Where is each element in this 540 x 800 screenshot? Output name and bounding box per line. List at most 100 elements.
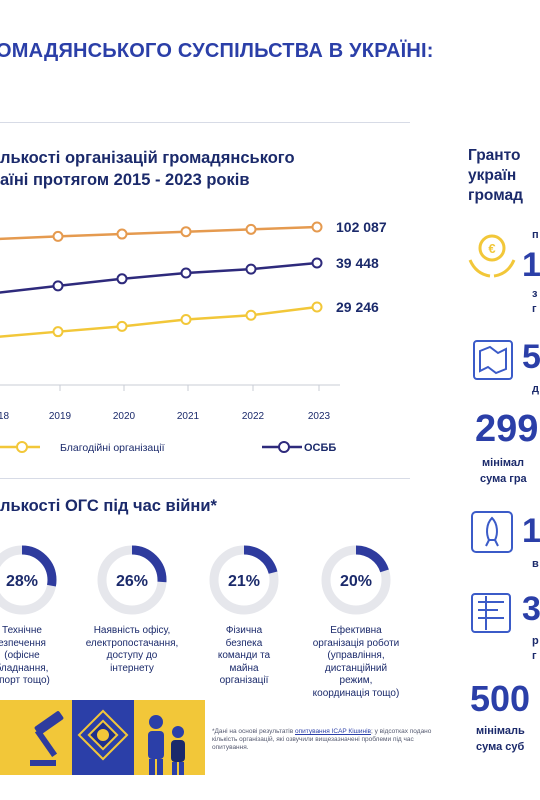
banner-illustration: [0, 700, 205, 775]
ring-caption: Технічнеезпечення(офіснебладнання,спорт …: [0, 625, 77, 688]
x-tick-label: 2019: [49, 411, 72, 422]
ring-caption-line: електропостачання,: [85, 637, 179, 649]
needs-rings: 28% 26% 21% 20%: [0, 545, 391, 615]
stat-1-side-mid: з: [532, 288, 538, 300]
ring-caption-line: Наявність офісу,: [93, 625, 171, 636]
stat-5-value: 3: [522, 590, 540, 628]
needs-title: лькості ОГС під час війни*: [0, 497, 217, 515]
need-ring: 21%: [209, 545, 279, 615]
right-title-line2: україн: [468, 167, 517, 184]
x-tick-label: 2020: [113, 411, 136, 422]
data-point: [245, 263, 257, 275]
x-tick-label: 2021: [177, 411, 200, 422]
need-ring: 26%: [97, 545, 167, 615]
data-point: [245, 309, 257, 321]
ring-caption-line: майна: [229, 662, 259, 674]
legend-label: ОСББ: [304, 442, 336, 454]
stat-4-value: 1: [522, 512, 540, 550]
data-point: [311, 301, 323, 313]
x-tick-label: 2022: [242, 411, 265, 422]
stat-2-side-bot: д: [532, 383, 539, 395]
line-chart: 102 087 39 448 29 246 2018 2019 2020 2021 2022 2…: [0, 219, 387, 454]
chart-title-line2: аїні протягом 2015 - 2023 років: [0, 171, 250, 189]
stat-5-side-bot: г: [532, 650, 537, 662]
data-point: [52, 326, 64, 338]
map-icon: [473, 340, 513, 380]
footnote: *Дані на основі результатів опитування I…: [212, 728, 442, 752]
people-icon: [148, 715, 185, 775]
stat-4-side-bot: в: [532, 558, 539, 570]
data-point: [180, 226, 192, 238]
stat-6-line2: сума суб: [476, 741, 525, 753]
ring-caption-line: координація тощо): [312, 687, 400, 699]
legend-item: Благодійні організації: [0, 441, 165, 454]
chart-title: лькості організацій громадянського аїні …: [0, 147, 295, 191]
ring-caption: Наявність офісу, електропостачання, доступ…: [77, 625, 187, 675]
ring-caption-line: (управління,: [327, 650, 385, 661]
legend-label: Благодійні організації: [60, 442, 165, 454]
rocket-icon: [471, 511, 513, 553]
ring-percent: 28%: [6, 573, 38, 590]
footnote-link[interactable]: опитування ICAP Кішинів: [295, 728, 371, 735]
data-point: [116, 320, 128, 332]
data-point: [180, 313, 192, 325]
ring-percent: 20%: [340, 573, 372, 590]
series-1: 39 448: [0, 255, 379, 294]
x-tick-label: 2018: [0, 411, 10, 422]
ring-caption-line: Фізична: [225, 625, 263, 636]
stat-3-line1: мінімал: [482, 457, 524, 469]
need-ring: 20%: [321, 545, 391, 615]
data-point: [116, 228, 128, 240]
chart-title-line1: лькості організацій громадянського: [0, 149, 295, 167]
divider: [0, 122, 410, 123]
ring-caption-line: езпечення: [0, 637, 46, 649]
stat-1-side-bot: г: [532, 303, 537, 315]
ring-caption-line: команди та: [217, 650, 271, 661]
need-ring: 28%: [0, 545, 57, 615]
ring-fill: [0, 545, 57, 615]
ring-caption-line: організація роботи: [312, 637, 400, 649]
stat-5-side-mid: р: [532, 635, 539, 647]
stat-6-line1: мінімаль: [476, 725, 525, 737]
end-value-label: 102 087: [336, 219, 387, 235]
ring-caption-line: (офісне: [4, 650, 40, 661]
series-line: [0, 305, 318, 338]
data-point: [311, 221, 323, 233]
ring-caption-line: спорт тощо): [0, 675, 50, 686]
ring-caption-line: безпека: [225, 637, 263, 649]
ring-caption-line: Ефективна: [330, 625, 382, 636]
right-title-line3: громад: [468, 187, 523, 204]
series-line: [0, 261, 318, 294]
ring-caption-line: дистанційний: [324, 662, 388, 674]
coin-hands-icon: €: [468, 234, 516, 278]
gavel-icon: [30, 711, 64, 766]
ring-fill: [97, 545, 167, 615]
stat-3-value: 299: [475, 408, 539, 450]
blueprint-icon: [471, 593, 511, 633]
ring-percent: 26%: [116, 573, 148, 590]
ring-percent: 21%: [228, 573, 260, 590]
ring-caption: Фізична безпека команди та майна організації: [189, 625, 299, 688]
ring-caption-line: організації: [219, 675, 269, 686]
end-value-label: 39 448: [336, 255, 379, 271]
legend-item: ОСББ: [262, 441, 336, 454]
data-point: [52, 230, 64, 242]
stat-1-side-top: п: [532, 229, 539, 241]
footnote-text: *Дані на основі результатів: [212, 728, 295, 735]
page-title: ОМАДЯНСЬКОГО СУСПІЛЬСТВА В УКРАЇНІ:: [0, 40, 434, 62]
x-tick-label: 2023: [308, 411, 331, 422]
ring-caption-line: інтернету: [110, 662, 154, 674]
stat-3-line2: сума гра: [480, 473, 527, 485]
data-point: [245, 223, 257, 235]
svg-text:€: €: [488, 241, 495, 256]
divider: [0, 478, 410, 479]
ornament-icon: [77, 709, 129, 761]
ring-caption-line: режим,: [339, 675, 373, 686]
ring-caption-line: доступу до: [106, 650, 158, 661]
ring-caption: Ефективна організація роботи (управління, д…: [301, 625, 411, 700]
data-point: [52, 280, 64, 292]
right-title-line1: Гранто: [468, 147, 521, 164]
ring-fill: [209, 545, 279, 615]
legend-marker: [278, 441, 290, 453]
ring-caption-line: бладнання,: [0, 662, 49, 674]
